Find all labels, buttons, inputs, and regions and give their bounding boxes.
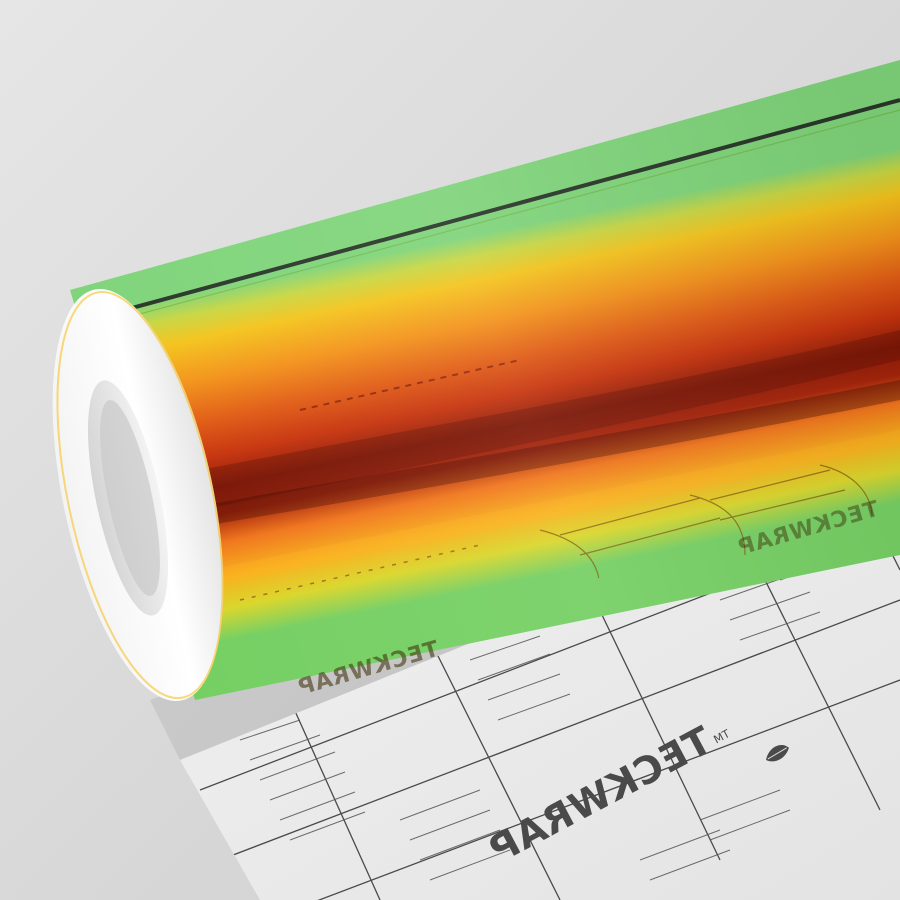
vinyl-roll: [52, 60, 900, 702]
leaf-icon: [766, 744, 789, 762]
